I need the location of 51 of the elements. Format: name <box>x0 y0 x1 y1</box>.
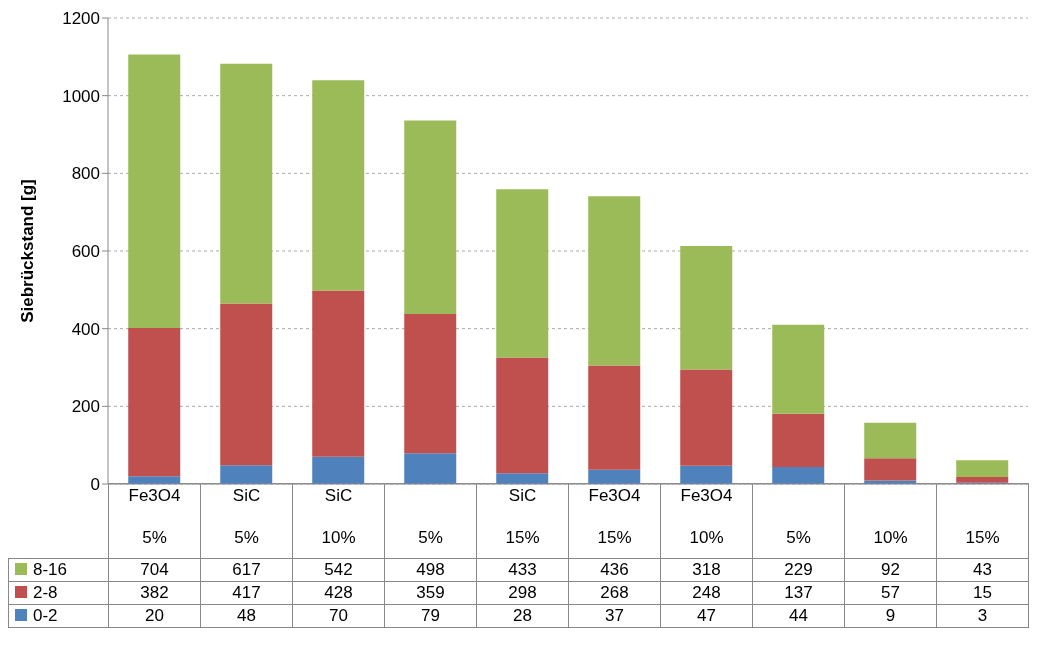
legend-label: 2-8 <box>8 581 109 605</box>
data-label: 436 <box>568 558 661 582</box>
category-label: SiC 15% <box>505 486 540 547</box>
y-tick-label: 800 <box>71 164 100 184</box>
data-label: 433 <box>476 558 569 582</box>
data-label: 318 <box>660 558 753 582</box>
x-tick-label: 5% <box>417 528 444 548</box>
legend-label: 0-2 <box>8 604 109 628</box>
y-tick-label: 1200 <box>62 9 100 29</box>
data-label: 28 <box>476 604 569 628</box>
category-label: SiC 10% <box>321 486 356 547</box>
data-label: 9 <box>844 604 937 628</box>
data-label: 229 <box>752 558 845 582</box>
data-label: 47 <box>660 604 753 628</box>
data-label: 298 <box>476 581 569 605</box>
data-label: 44 <box>752 604 845 628</box>
y-tick-label: 0 <box>90 475 100 495</box>
data-label: 268 <box>568 581 661 605</box>
data-label: 70 <box>292 604 385 628</box>
y-axis-title: Siebrückstand [g] <box>18 179 38 323</box>
y-tick-label: 400 <box>71 319 100 339</box>
y-tick-label: 1000 <box>62 86 100 106</box>
data-label: 43 <box>936 558 1029 582</box>
category-label: SiC 5% <box>232 486 261 547</box>
data-label: 3 <box>936 604 1029 628</box>
data-label: 137 <box>752 581 845 605</box>
data-label: 15 <box>936 581 1029 605</box>
category-label: Fe3O4 10% <box>680 486 733 547</box>
data-label: 417 <box>200 581 293 605</box>
x-tick-label: 15% <box>964 528 1001 548</box>
data-label: 498 <box>384 558 477 582</box>
x-tick-label: 5% <box>785 528 812 548</box>
data-label: 382 <box>108 581 201 605</box>
data-label: 20 <box>108 604 201 628</box>
legend-label: 8-16 <box>8 558 109 582</box>
data-label: 428 <box>292 581 385 605</box>
data-label: 704 <box>108 558 201 582</box>
data-label: 617 <box>200 558 293 582</box>
category-label: Fe3O4 5% <box>128 486 181 547</box>
data-label: 57 <box>844 581 937 605</box>
data-label: 92 <box>844 558 937 582</box>
data-label: 37 <box>568 604 661 628</box>
data-label: 359 <box>384 581 477 605</box>
data-label: 542 <box>292 558 385 582</box>
x-tick-label: 10% <box>872 528 909 548</box>
data-label: 48 <box>200 604 293 628</box>
y-tick-label: 600 <box>71 242 100 262</box>
data-label: 248 <box>660 581 753 605</box>
data-label: 79 <box>384 604 477 628</box>
y-tick-label: 200 <box>71 397 100 417</box>
category-label: Fe3O4 15% <box>588 486 641 547</box>
